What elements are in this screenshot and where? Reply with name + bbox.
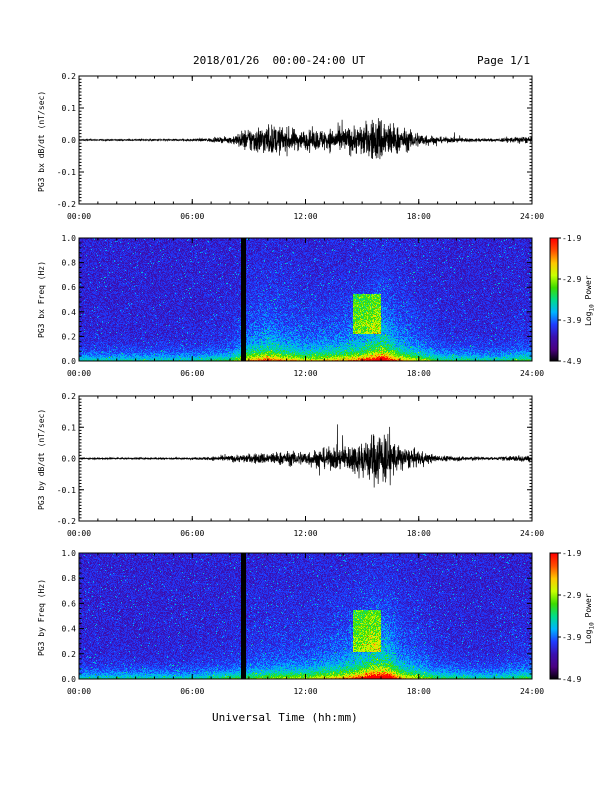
date-range-title: 2018/01/26 00:00-24:00 UT xyxy=(193,54,366,67)
panel-3-ytick-label: 0.6 xyxy=(62,599,77,608)
panel-3-ytick-label: 0.2 xyxy=(62,650,77,659)
panel-3-colorbar-tick-label: -2.9 xyxy=(562,591,581,600)
panel-2-ytick-label: -0.1 xyxy=(57,486,76,495)
panel-2-ytick-label: 0.2 xyxy=(62,392,77,401)
panel-3-ytick-label: 1.0 xyxy=(62,549,77,558)
panel-1-colorbar-frame xyxy=(549,237,559,362)
panel-1-colorbar-tick-label: -3.9 xyxy=(562,316,581,325)
panel-0-xtick-label: 12:00 xyxy=(293,212,317,221)
panel-1-xtick-label: 00:00 xyxy=(67,369,91,378)
panel-3-colorbar-frame xyxy=(549,552,559,680)
panel-1-frame xyxy=(78,237,533,362)
x-axis-title: Universal Time (hh:mm) xyxy=(212,711,358,724)
panel-3-frame xyxy=(78,552,533,680)
panel-1-spectrogram xyxy=(79,238,532,361)
panel-1-ytick-label: 0.0 xyxy=(62,357,77,366)
panel-1-xtick-label: 18:00 xyxy=(407,369,431,378)
panel-2-xtick-label: 12:00 xyxy=(293,529,317,538)
panel-0-ytick-label: -0.2 xyxy=(57,200,76,209)
panel-0-ytick-label: -0.1 xyxy=(57,168,76,177)
panel-3-xtick-label: 24:00 xyxy=(520,687,544,696)
panel-1-xtick-label: 12:00 xyxy=(293,369,317,378)
panel-0-xtick-label: 00:00 xyxy=(67,212,91,221)
panel-0-xtick-label: 06:00 xyxy=(180,212,204,221)
panel-0-ytick-label: 0.2 xyxy=(62,72,77,81)
panel-3-ytick-label: 0.4 xyxy=(62,625,77,634)
panel-2-ytick-label: 0.1 xyxy=(62,423,77,432)
panel-3-xtick-label: 18:00 xyxy=(407,687,431,696)
panel-1-colorbar-tick-label: -1.9 xyxy=(562,234,581,243)
panel-3-xtick-label: 12:00 xyxy=(293,687,317,696)
panel-3-ytick-label: 0.8 xyxy=(62,574,77,583)
panel-0-xtick-label: 24:00 xyxy=(520,212,544,221)
panel-0-ytick-label: 0.0 xyxy=(62,136,77,145)
panel-2-xtick-label: 18:00 xyxy=(407,529,431,538)
panel-2-xtick-label: 06:00 xyxy=(180,529,204,538)
panel-1-ytick-label: 0.8 xyxy=(62,259,77,268)
panel-2-xtick-label: 00:00 xyxy=(67,529,91,538)
panel-1-ytick-label: 0.4 xyxy=(62,308,77,317)
panel-3-colorbar-tick-label: -1.9 xyxy=(562,549,581,558)
panel-3-xtick-label: 00:00 xyxy=(67,687,91,696)
panel-2-ytick-label: -0.2 xyxy=(57,517,76,526)
panel-2-trace xyxy=(78,424,533,488)
panel-3-colorbar xyxy=(550,553,558,679)
panel-1-ytick-label: 1.0 xyxy=(62,234,77,243)
panel-3-ytick-label: 0.0 xyxy=(62,675,77,684)
panel-1-colorbar-tick-label: -2.9 xyxy=(562,275,581,284)
panel-0-trace xyxy=(78,118,533,160)
panel-1-colorbar-tick-label: -4.9 xyxy=(562,357,581,366)
panel-1-xtick-label: 24:00 xyxy=(520,369,544,378)
panel-0-ytick-label: 0.1 xyxy=(62,104,77,113)
panel-1-ytick-label: 0.2 xyxy=(62,332,77,341)
panel-3-spectrogram xyxy=(79,553,532,679)
panel-2-xtick-label: 24:00 xyxy=(520,529,544,538)
panel-0-xtick-label: 18:00 xyxy=(407,212,431,221)
panel-2-ytick-label: 0.0 xyxy=(62,455,77,464)
panel-3-colorbar-tick-label: -3.9 xyxy=(562,633,581,642)
panel-1-ytick-label: 0.6 xyxy=(62,283,77,292)
panel-1-colorbar xyxy=(550,238,558,361)
panel-3-colorbar-tick-label: -4.9 xyxy=(562,675,581,684)
page-number: Page 1/1 xyxy=(477,54,530,67)
panel-3-xtick-label: 06:00 xyxy=(180,687,204,696)
panel-1-xtick-label: 06:00 xyxy=(180,369,204,378)
